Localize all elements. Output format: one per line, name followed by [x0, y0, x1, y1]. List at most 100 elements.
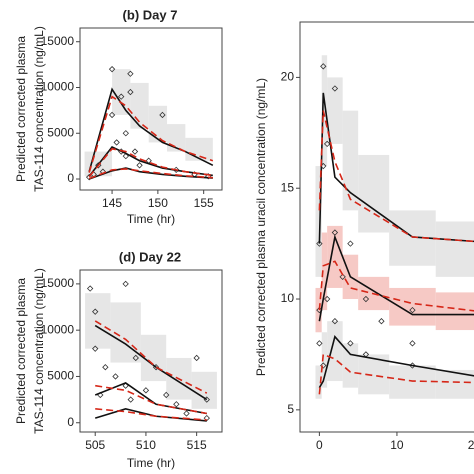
- observed-point: [102, 364, 109, 371]
- plot-frame: [79, 27, 223, 191]
- observed-point: [320, 362, 327, 369]
- observed-point: [323, 295, 331, 303]
- panel-title: (d) Day 22: [119, 249, 181, 264]
- plot-frame: [299, 21, 474, 433]
- interval-band: [315, 365, 322, 399]
- interval-band: [327, 77, 343, 144]
- interval-band: [389, 365, 436, 399]
- interval-band: [315, 166, 322, 277]
- observed-point: [159, 111, 166, 119]
- panel-title: (b) Day 7: [123, 7, 178, 22]
- observed-point: [108, 66, 116, 73]
- x-tick-label: 145: [102, 196, 122, 210]
- observed-point: [378, 318, 385, 325]
- plot-area: [84, 66, 214, 181]
- interval-band: [321, 55, 328, 167]
- y-axis-label: TAS-114 concentration (ng/mL): [32, 26, 46, 192]
- percentile-line: [88, 95, 214, 173]
- y-tick-label: 15000: [41, 276, 75, 290]
- percentile-line: [318, 353, 474, 395]
- observed-point: [122, 280, 129, 288]
- observed-point: [331, 85, 339, 92]
- y-tick-label: 5000: [47, 125, 74, 139]
- observed-point: [316, 240, 323, 247]
- observed-point: [85, 174, 93, 181]
- observed-point: [92, 308, 99, 315]
- plot-area: [315, 55, 474, 399]
- interval-band: [112, 69, 131, 115]
- percentile-line: [88, 168, 213, 180]
- interval-band: [85, 293, 111, 349]
- plot-frame: [79, 269, 223, 433]
- percentile-line: [95, 408, 207, 421]
- y-tick-label: 10000: [41, 80, 75, 94]
- observed-point: [193, 354, 200, 362]
- observed-point: [86, 285, 94, 292]
- interval-band: [185, 137, 213, 161]
- percentile-line: [94, 320, 208, 394]
- interval-band: [191, 371, 217, 409]
- y-tick-label: 20: [281, 70, 295, 84]
- percentile-line: [94, 408, 207, 422]
- observed-point: [92, 345, 99, 352]
- x-tick-label: 510: [136, 438, 156, 452]
- percentile-line: [318, 335, 474, 389]
- observed-point: [132, 354, 139, 362]
- x-tick-label: 10: [390, 438, 404, 452]
- interval-band: [321, 232, 328, 311]
- observed-point: [320, 63, 327, 70]
- observed-point: [127, 88, 134, 96]
- observed-point: [347, 340, 354, 347]
- observed-point: [347, 240, 354, 247]
- x-tick-label: 505: [85, 438, 105, 452]
- percentile-line: [88, 167, 213, 180]
- x-axis-label: Time (hr): [127, 456, 175, 470]
- interval-band: [315, 287, 322, 333]
- observed-point: [163, 391, 170, 399]
- y-tick-label: 5: [287, 402, 294, 416]
- percentile-line: [318, 234, 474, 322]
- observed-point: [323, 140, 331, 148]
- percentile-line: [88, 147, 213, 178]
- y-tick-label: 10: [281, 291, 295, 305]
- y-tick-label: 5000: [47, 369, 74, 383]
- x-tick-label: 150: [148, 196, 168, 210]
- observed-point: [173, 401, 180, 408]
- y-tick-label: 15000: [41, 34, 75, 48]
- percentile-line: [88, 87, 214, 172]
- interval-band: [321, 332, 328, 388]
- observed-point: [113, 139, 120, 146]
- x-tick-label: 20: [468, 438, 474, 452]
- interval-band: [435, 221, 474, 277]
- observed-point: [316, 340, 323, 347]
- observed-point: [339, 273, 346, 281]
- observed-point: [127, 396, 134, 403]
- observed-point: [142, 387, 150, 394]
- observed-point: [136, 162, 143, 169]
- interval-band: [389, 287, 436, 326]
- interval-band: [435, 292, 474, 331]
- observed-point: [183, 410, 190, 417]
- y-axis-label: TAS-114 concentration (ng/mL): [32, 268, 46, 434]
- observed-point: [122, 152, 129, 160]
- y-axis-label: Predicted corrected plasma: [14, 278, 28, 424]
- observed-point: [122, 130, 129, 137]
- percentile-line: [94, 324, 208, 401]
- observed-point: [362, 295, 370, 303]
- observed-point: [118, 93, 125, 100]
- observed-point: [409, 340, 416, 347]
- x-axis-label: Time (hr): [127, 212, 175, 226]
- y-tick-label: 15: [281, 180, 295, 194]
- observed-point: [131, 148, 139, 155]
- interval-band: [342, 343, 359, 388]
- observed-point: [331, 318, 339, 325]
- observed-point: [112, 373, 119, 380]
- percentile-line: [318, 260, 474, 312]
- observed-point: [108, 111, 116, 119]
- y-tick-label: 0: [67, 415, 74, 429]
- x-tick-label: 155: [194, 196, 214, 210]
- interval-band: [327, 321, 343, 382]
- x-tick-label: 515: [187, 438, 207, 452]
- y-tick-label: 0: [67, 171, 74, 185]
